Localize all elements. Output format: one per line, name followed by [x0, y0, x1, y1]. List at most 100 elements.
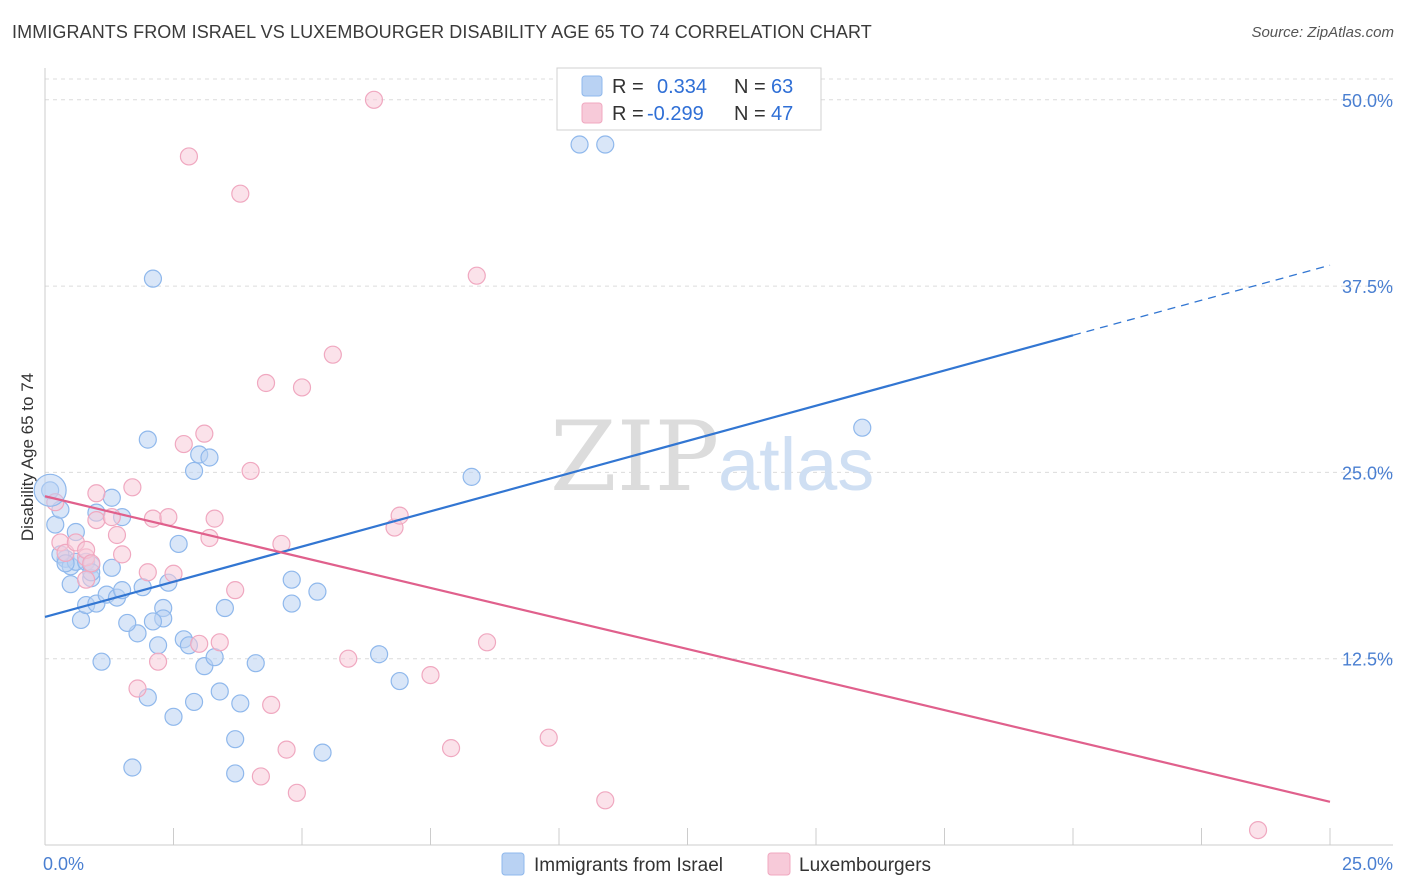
point-israel [390, 671, 409, 691]
point-israel [143, 612, 163, 631]
legend-r-value-1: 0.334 [657, 76, 707, 98]
legend-r-label-1: R = [612, 76, 644, 98]
chart-title: IMMIGRANTS FROM ISRAEL VS LUXEMBOURGER D… [12, 22, 872, 42]
point-luxembourg [241, 461, 260, 481]
point-israel [226, 764, 245, 783]
point-israel [123, 758, 142, 777]
point-israel [596, 135, 615, 154]
point-luxembourg [292, 378, 312, 397]
point-israel [184, 692, 204, 712]
legend-r-value-2: -0.299 [647, 103, 704, 125]
series-legend-swatch-israel [501, 852, 525, 876]
point-luxembourg [107, 525, 127, 545]
point-luxembourg [205, 509, 224, 528]
series-legend-swatch-luxembourg [767, 852, 791, 876]
point-luxembourg [226, 581, 245, 600]
point-israel [143, 269, 163, 288]
point-luxembourg [174, 434, 193, 454]
point-luxembourg [256, 373, 276, 393]
y-tick-label: 25.0% [1342, 463, 1393, 483]
point-israel [33, 473, 67, 507]
y-tick-label: 50.0% [1342, 91, 1393, 111]
point-luxembourg [200, 528, 219, 548]
trend-line-israel [44, 334, 1074, 619]
point-luxembourg [138, 563, 157, 582]
point-luxembourg [210, 633, 229, 652]
series-legend-label-luxembourg: Luxembourgers [799, 855, 931, 876]
x-tick-label: 0.0% [43, 854, 84, 874]
point-israel [231, 694, 250, 713]
point-luxembourg [87, 510, 106, 530]
point-luxembourg [477, 633, 497, 652]
point-luxembourg [148, 652, 168, 671]
point-israel [210, 682, 229, 701]
point-luxembourg [190, 634, 209, 653]
point-luxembourg [143, 509, 163, 528]
point-luxembourg [195, 424, 214, 443]
point-luxembourg [128, 679, 147, 698]
point-israel [246, 654, 265, 673]
point-israel [215, 598, 234, 618]
point-luxembourg [467, 266, 486, 285]
legend-n-value-2: 47 [771, 103, 793, 125]
point-luxembourg [231, 184, 250, 203]
point-luxembourg [112, 545, 132, 564]
trend-line-luxembourg [44, 495, 1331, 803]
stats-legend: R = 0.334 N = 63 R = -0.299 N = 47 [556, 67, 822, 131]
legend-swatch-israel [581, 75, 603, 97]
y-tick-label: 37.5% [1342, 277, 1393, 297]
trend-lines [44, 264, 1331, 803]
y-tick-label: 12.5% [1342, 650, 1393, 670]
legend-swatch-luxembourg [581, 102, 603, 124]
point-luxembourg [82, 554, 101, 573]
point-luxembourg [421, 665, 440, 685]
point-israel [118, 613, 137, 633]
watermark-zip: ZIP [550, 401, 719, 513]
point-luxembourg [277, 740, 296, 759]
point-luxembourg [77, 570, 96, 589]
point-israel [92, 652, 111, 671]
legend-n-value-1: 63 [771, 76, 793, 98]
point-israel [138, 430, 157, 449]
point-israel [61, 575, 80, 594]
point-luxembourg [251, 767, 270, 786]
legend-n-label-1: N = [734, 76, 766, 98]
point-israel [308, 582, 327, 601]
point-israel [169, 534, 188, 554]
point-israel [102, 558, 121, 577]
point-luxembourg [364, 90, 384, 109]
point-luxembourg [262, 695, 281, 715]
point-israel [313, 743, 332, 762]
point-luxembourg [87, 484, 106, 503]
point-luxembourg [539, 728, 558, 747]
point-luxembourg [323, 345, 342, 364]
grid-lines [45, 78, 1395, 660]
point-israel [226, 730, 245, 749]
point-israel [462, 467, 481, 486]
data-points [33, 90, 1268, 840]
y-axis-label: Disability Age 65 to 74 [18, 373, 37, 541]
x-tick-labels: 0.0% 25.0% [43, 854, 1393, 874]
point-luxembourg [179, 147, 199, 166]
point-israel [164, 707, 183, 726]
legend-n-label-2: N = [734, 103, 766, 125]
point-luxembourg [123, 478, 142, 497]
trend-line-israel-extension [1072, 264, 1331, 336]
point-luxembourg [441, 739, 461, 758]
point-israel [184, 461, 204, 481]
point-luxembourg [287, 783, 306, 802]
watermark: ZIP atlas [550, 401, 874, 513]
series-legend: Immigrants from Israel Luxembourgers [501, 852, 931, 876]
y-tick-labels: 12.5% 25.0% 37.5% 50.0% [1342, 91, 1393, 670]
axes [44, 68, 1393, 846]
point-luxembourg [339, 649, 358, 668]
point-israel [282, 594, 301, 613]
point-israel [200, 448, 219, 467]
watermark-atlas: atlas [718, 423, 874, 506]
point-israel [370, 645, 389, 664]
series-legend-label-israel: Immigrants from Israel [534, 855, 723, 876]
x-tick-label: 25.0% [1342, 854, 1393, 874]
point-israel [282, 570, 301, 589]
point-luxembourg [596, 791, 615, 810]
